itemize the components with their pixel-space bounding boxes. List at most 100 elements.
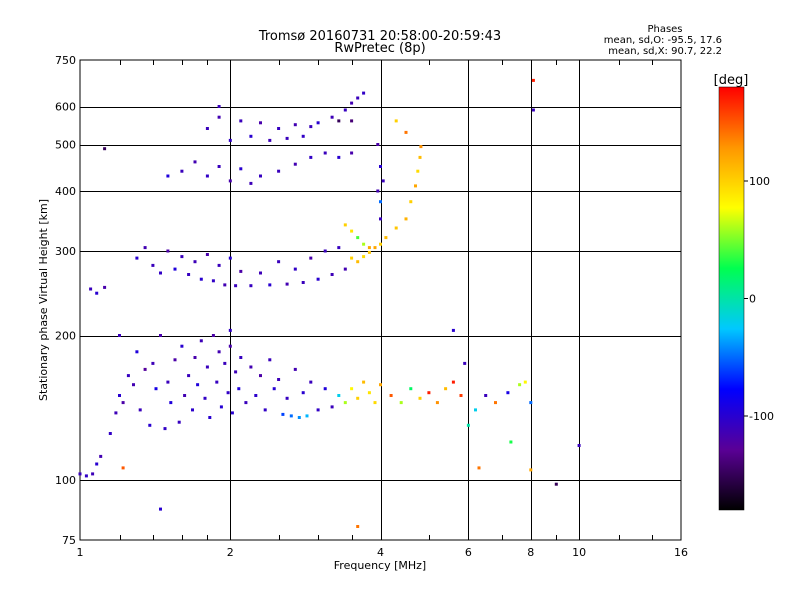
- data-point: [228, 138, 232, 142]
- colorbar-label: [deg]: [714, 73, 749, 88]
- data-point: [163, 427, 167, 431]
- data-point: [459, 394, 463, 397]
- data-point: [211, 279, 215, 283]
- data-point: [169, 401, 173, 405]
- data-point: [379, 165, 382, 168]
- data-point: [249, 284, 253, 288]
- data-point: [268, 283, 272, 287]
- data-point: [416, 169, 420, 173]
- data-point: [263, 408, 267, 412]
- data-point: [208, 416, 212, 419]
- data-point: [95, 291, 99, 295]
- data-point: [217, 165, 221, 168]
- data-point: [135, 350, 139, 354]
- data-point: [89, 287, 93, 291]
- x-tick-label: 10: [572, 546, 586, 559]
- data-point: [362, 91, 366, 95]
- data-point: [466, 423, 470, 427]
- data-point: [239, 119, 243, 123]
- data-point: [228, 179, 232, 183]
- data-point: [451, 380, 455, 384]
- data-point: [444, 387, 448, 391]
- y-tick-label: 500: [55, 139, 76, 152]
- data-point: [293, 367, 297, 371]
- chart-title: Tromsø 20160731 20:58:00-20:59:43: [258, 29, 501, 44]
- x-axis-label: Frequency [MHz]: [334, 559, 426, 572]
- data-point: [159, 271, 162, 275]
- data-point: [173, 267, 177, 271]
- data-point: [451, 328, 455, 332]
- data-point: [356, 236, 360, 240]
- data-point: [228, 344, 232, 348]
- chart-subtitle: RwPretec (8p): [334, 41, 425, 56]
- data-point: [239, 356, 243, 359]
- data-point: [414, 184, 417, 188]
- data-point: [367, 391, 371, 395]
- data-point: [323, 387, 327, 391]
- y-tick-label: 750: [55, 54, 76, 67]
- phase-stats-x: mean, sd,X: 90.7, 22.2: [608, 46, 722, 57]
- data-point: [518, 383, 522, 387]
- data-point: [316, 277, 320, 281]
- data-point: [316, 408, 320, 412]
- data-point: [259, 271, 262, 275]
- data-point: [484, 394, 488, 397]
- data-point: [409, 200, 413, 204]
- colorbar-tick-label: 0: [749, 293, 756, 306]
- data-point: [277, 127, 281, 130]
- data-point: [577, 444, 581, 447]
- plot-border: [79, 59, 682, 541]
- data-point: [330, 115, 334, 119]
- data-point: [285, 282, 289, 286]
- data-point: [343, 267, 347, 271]
- data-point: [356, 260, 360, 264]
- data-point: [379, 242, 382, 246]
- data-point: [418, 396, 422, 400]
- data-point: [379, 383, 382, 387]
- data-point: [554, 482, 558, 486]
- data-point: [293, 123, 297, 127]
- data-point: [379, 217, 382, 221]
- data-point: [199, 277, 203, 281]
- data-point: [531, 108, 535, 112]
- data-point: [226, 391, 230, 395]
- y-tick-label: 600: [55, 101, 76, 114]
- data-point: [362, 255, 366, 259]
- data-point: [148, 423, 152, 427]
- data-point: [219, 405, 223, 409]
- data-point: [249, 134, 253, 138]
- data-point: [323, 249, 327, 253]
- data-point: [301, 134, 305, 138]
- data-point: [259, 174, 262, 178]
- data-point: [193, 356, 197, 359]
- data-point: [350, 229, 354, 233]
- data-point: [367, 250, 371, 254]
- data-point: [337, 119, 341, 123]
- data-point: [196, 383, 200, 387]
- data-point: [99, 454, 103, 458]
- data-point: [309, 155, 313, 159]
- data-point: [316, 121, 320, 125]
- data-point: [180, 344, 184, 348]
- data-point: [121, 466, 125, 470]
- data-point: [474, 408, 477, 412]
- data-point: [293, 162, 297, 166]
- y-tick-label: 300: [55, 245, 76, 258]
- data-point: [389, 394, 393, 397]
- data-point: [228, 256, 232, 260]
- data-point: [180, 255, 184, 259]
- data-point: [237, 387, 241, 391]
- data-point: [367, 246, 371, 250]
- data-point: [177, 420, 181, 424]
- data-point: [381, 179, 385, 183]
- data-point: [350, 256, 354, 260]
- data-point: [143, 367, 147, 371]
- data-point: [277, 378, 281, 381]
- data-point: [323, 151, 327, 155]
- data-point: [309, 125, 313, 129]
- data-point: [523, 380, 527, 384]
- data-point: [409, 387, 413, 391]
- data-point: [350, 387, 354, 391]
- data-points: [78, 78, 581, 528]
- data-point: [418, 155, 422, 159]
